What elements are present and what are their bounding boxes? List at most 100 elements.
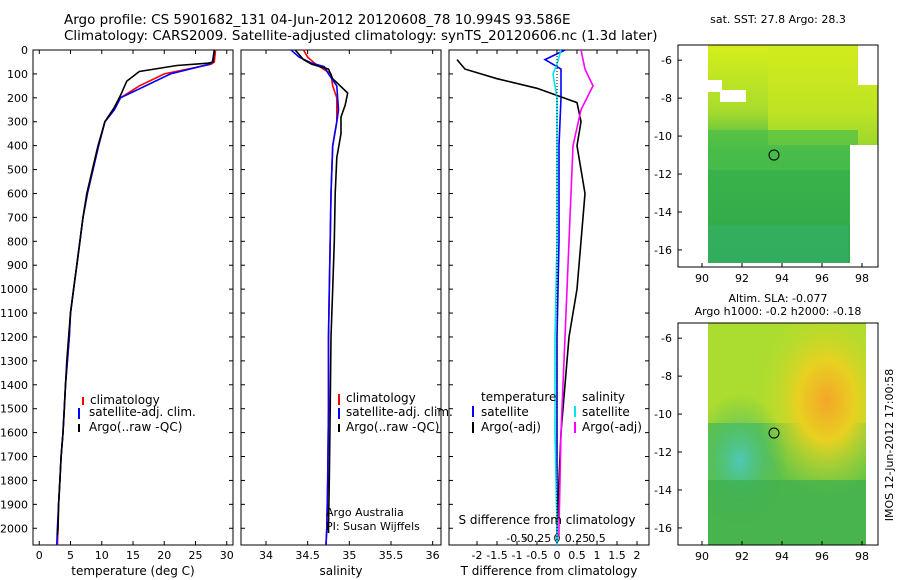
temperature-axes xyxy=(32,49,234,546)
series-line xyxy=(543,49,566,545)
x-tick-label: 25 xyxy=(189,549,203,562)
y-tick-label: 1800 xyxy=(0,474,28,487)
y-tick-label: 300 xyxy=(7,116,28,129)
imos-timestamp: IMOS 12-Jun-2012 17:00:58 xyxy=(883,369,896,522)
x-tick-label: 34.5 xyxy=(295,549,320,562)
y-tick-label: 1200 xyxy=(0,331,28,344)
map-x-tick-label: 98 xyxy=(855,550,869,563)
map-x-tick-label: 92 xyxy=(735,272,749,285)
figure-title-line1: Argo profile: CS 5901682_131 04-Jun-2012… xyxy=(64,12,571,28)
pi-label: PI: Susan Wijffels xyxy=(326,520,420,533)
sla-map-ticks: 90 92 94 96 98 -6 -8 -10 -12 -14 -16 xyxy=(654,332,869,563)
map-y-tick-label: -6 xyxy=(661,332,672,345)
y-tick-label: 700 xyxy=(7,211,28,224)
x-tick-label: 0.5 xyxy=(568,549,586,562)
y-tick-label: 1100 xyxy=(0,307,28,320)
difference-legend: temperature satellite Argo(-adj) salinit… xyxy=(472,390,642,434)
map-x-tick-label: 94 xyxy=(775,272,789,285)
x-tick-label: 10 xyxy=(95,549,109,562)
y-tick-label: 400 xyxy=(7,140,28,153)
map-y-tick-label: -10 xyxy=(654,408,672,421)
y-tick-label: 2000 xyxy=(0,522,28,535)
legend-climatology: climatology xyxy=(90,393,160,407)
difference-plot: -2 -1.5 -1 -0.5 0 0.5 1 1.5 2-0.5-0.25 0 0.25 0.5 xyxy=(449,49,649,562)
x-tick-label: -2 xyxy=(472,549,483,562)
temperature-xlabel: temperature (deg C) xyxy=(71,564,194,578)
map-y-tick-label: -8 xyxy=(661,370,672,383)
argo-float-marker xyxy=(768,149,780,161)
y-tick-label: 1300 xyxy=(0,355,28,368)
map-y-tick-label: -10 xyxy=(654,130,672,143)
y-tick-label: 1500 xyxy=(0,403,28,416)
sst-heatmap xyxy=(678,45,878,267)
x-tick-label: 1 xyxy=(594,549,601,562)
legend-argo: Argo(..raw -QC) xyxy=(89,420,182,434)
y-tick-label: 800 xyxy=(7,235,28,248)
argo-float-marker xyxy=(768,427,780,439)
top-x-tick-label: 0.5 xyxy=(588,532,606,545)
x-tick-label: -0.5 xyxy=(526,549,547,562)
sla-heatmap xyxy=(678,323,878,545)
y-tick-label: 1900 xyxy=(0,498,28,511)
map-y-tick-label: -14 xyxy=(654,206,672,219)
map-x-tick-label: 90 xyxy=(695,272,709,285)
map-y-tick-label: -12 xyxy=(654,168,672,181)
series-line xyxy=(294,49,349,533)
y-tick-label: 1000 xyxy=(0,283,28,296)
legend-temp-satellite: satellite xyxy=(481,405,529,419)
map-x-tick-label: 98 xyxy=(855,272,869,285)
sla-map-frame xyxy=(677,322,879,546)
map-x-tick-label: 96 xyxy=(815,272,829,285)
y-tick-label: 500 xyxy=(7,164,28,177)
top-x-tick-label: -0.25 xyxy=(523,532,551,545)
map-x-tick-label: 92 xyxy=(735,550,749,563)
y-tick-label: 900 xyxy=(7,259,28,272)
sst-map-frame xyxy=(677,44,879,268)
map-x-tick-label: 90 xyxy=(695,550,709,563)
legend-salinity-header: salinity xyxy=(582,390,625,404)
x-tick-label: 34 xyxy=(259,549,273,562)
map-y-tick-label: -6 xyxy=(661,54,672,67)
legend-temperature-header: temperature xyxy=(481,390,556,404)
diff-xlabel: T difference from climatology xyxy=(460,564,638,578)
y-tick-label: 200 xyxy=(7,92,28,105)
sst-map-title: sat. SST: 27.8 Argo: 28.3 xyxy=(710,13,846,26)
y-tick-label: 1600 xyxy=(0,427,28,440)
legend-temp-argo: Argo(-adj) xyxy=(481,420,541,434)
y-tick-label: 1700 xyxy=(0,451,28,464)
figure-title-line2: Climatology: CARS2009. Satellite-adjuste… xyxy=(64,28,658,44)
series-line xyxy=(56,49,216,536)
map-x-tick-label: 96 xyxy=(815,550,829,563)
map-y-tick-label: -8 xyxy=(661,92,672,105)
x-tick-label: 0 xyxy=(554,549,561,562)
x-tick-label: 35.5 xyxy=(379,549,404,562)
salinity-xlabel: salinity xyxy=(319,564,362,578)
y-tick-label: 600 xyxy=(7,187,28,200)
temperature-legend: climatology satellite-adj. clim. Argo(..… xyxy=(78,393,196,434)
x-tick-label: 2 xyxy=(634,549,641,562)
y-tick-label: 100 xyxy=(7,68,28,81)
legend-sal-satellite: satellite xyxy=(582,405,630,419)
series-line xyxy=(290,49,340,546)
y-tick-label: 1400 xyxy=(0,379,28,392)
salinity-plot: 34 34.5 35 35.5 36 xyxy=(241,49,441,562)
x-tick-label: -1.5 xyxy=(486,549,507,562)
map-y-tick-label: -16 xyxy=(654,522,672,535)
map-y-tick-label: -14 xyxy=(654,484,672,497)
temperature-plot: 0100200300400500600700800900100011001200… xyxy=(0,44,234,562)
sst-map-ticks: 90 92 94 96 98 -6 -8 -10 -12 -14 -16 xyxy=(654,54,869,285)
legend-argo: Argo(..raw -QC) xyxy=(346,420,439,434)
x-tick-label: 0 xyxy=(36,549,43,562)
x-tick-label: 1.5 xyxy=(608,549,626,562)
x-tick-label: 30 xyxy=(220,549,234,562)
legend-satellite: satellite-adj. clim. xyxy=(346,405,453,419)
x-tick-label: 5 xyxy=(67,549,74,562)
y-tick-label: 0 xyxy=(21,44,28,57)
legend-climatology: climatology xyxy=(346,391,416,405)
x-tick-label: 35 xyxy=(342,549,356,562)
sla-map-title-line1: Altim. SLA: -0.077 xyxy=(728,292,827,305)
x-tick-label: -1 xyxy=(512,549,523,562)
x-tick-label: 36 xyxy=(426,549,440,562)
map-x-tick-label: 94 xyxy=(775,550,789,563)
